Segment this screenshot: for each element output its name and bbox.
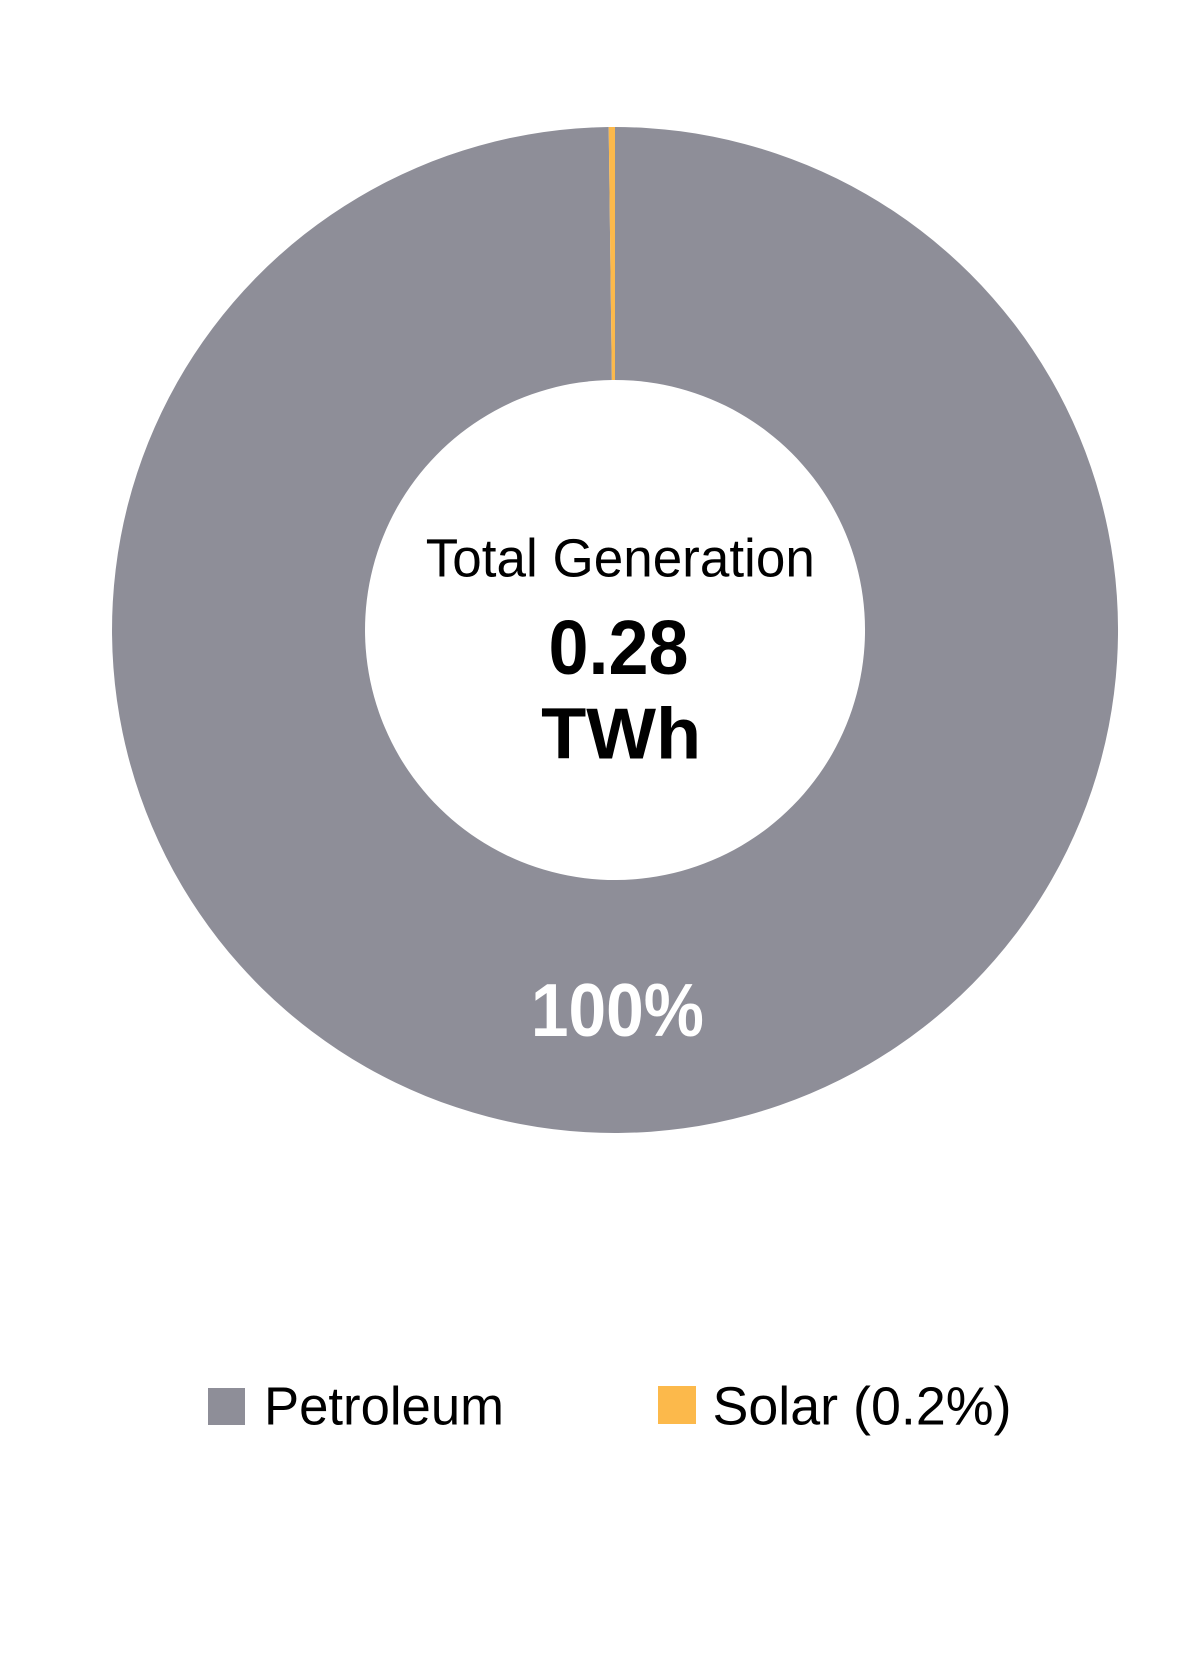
- svg-text:Petroleum: Petroleum: [264, 1378, 504, 1437]
- svg-text:0.28: 0.28: [549, 605, 689, 691]
- svg-text:Total Generation: Total Generation: [426, 529, 815, 588]
- svg-text:100%: 100%: [531, 968, 704, 1052]
- svg-text:TWh: TWh: [541, 694, 701, 774]
- svg-text:Solar (0.2%): Solar (0.2%): [713, 1378, 1012, 1437]
